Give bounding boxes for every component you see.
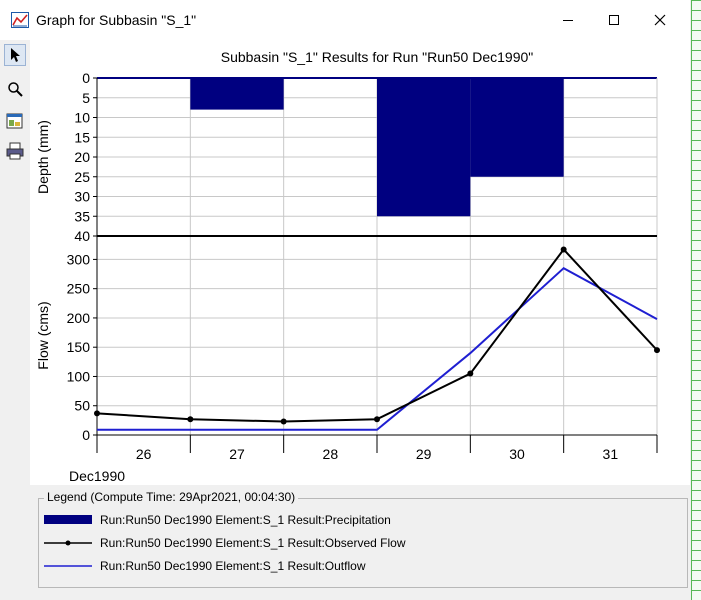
legend-box — [38, 498, 688, 588]
flow-axis-title: Flow (cms) — [35, 301, 51, 369]
results-chart: Subbasin "S_1" Results for Run "Run50 De… — [35, 49, 660, 484]
precip-tick-label: 15 — [74, 129, 90, 145]
precipitation-bar — [377, 78, 471, 217]
observed-flow-marker — [280, 418, 287, 425]
precip-tick-label: 30 — [74, 189, 90, 205]
background-grid — [691, 0, 701, 600]
legend-label-observed-flow: Run:Run50 Dec1990 Element:S_1 Result:Obs… — [100, 536, 406, 550]
observed-flow-marker — [187, 416, 194, 423]
precip-tick-label: 25 — [74, 169, 90, 185]
pointer-tool-button[interactable] — [4, 44, 26, 66]
minimize-button[interactable] — [545, 0, 591, 40]
precipitation-bar — [470, 78, 564, 177]
x-tick-label: 26 — [136, 446, 152, 462]
title-bar[interactable]: Graph for Subbasin "S_1" — [0, 0, 690, 40]
zoom-icon — [8, 82, 23, 97]
print-tool-button[interactable] — [4, 140, 26, 162]
observed-flow-marker — [374, 416, 380, 423]
graph-app-icon — [11, 12, 29, 28]
precipitation-bar — [190, 78, 284, 110]
observed-flow-marker — [654, 347, 660, 354]
observed-flow-marker — [467, 370, 474, 377]
x-tick-label: 30 — [509, 446, 525, 462]
precip-tick-label: 20 — [74, 149, 90, 165]
observed-flow-marker — [94, 410, 100, 417]
graph-toolbar — [0, 40, 30, 170]
flow-tick-label: 150 — [67, 339, 91, 355]
legend-title: Legend (Compute Time: 29Apr2021, 00:04:3… — [44, 490, 299, 504]
chart-title: Subbasin "S_1" Results for Run "Run50 De… — [221, 49, 534, 65]
x-axis-title: Dec1990 — [69, 468, 125, 484]
precip-tick-label: 40 — [74, 228, 90, 244]
properties-tool-button[interactable] — [4, 110, 26, 132]
x-tick-label: 29 — [416, 446, 432, 462]
flow-tick-label: 100 — [67, 368, 91, 384]
flow-tick-label: 0 — [82, 427, 90, 443]
legend-item-precipitation: Run:Run50 Dec1990 Element:S_1 Result:Pre… — [44, 512, 391, 528]
chart-panel: Subbasin "S_1" Results for Run "Run50 De… — [30, 40, 690, 485]
minimize-icon — [563, 20, 573, 21]
maximize-button[interactable] — [591, 0, 637, 40]
properties-icon — [6, 113, 23, 129]
legend-label-outflow: Run:Run50 Dec1990 Element:S_1 Result:Out… — [100, 559, 366, 573]
maximize-icon — [609, 15, 619, 25]
x-tick-label: 27 — [229, 446, 245, 462]
legend-swatch-precipitation — [44, 515, 92, 524]
flow-tick-label: 200 — [67, 310, 91, 326]
precip-tick-label: 35 — [74, 208, 90, 224]
legend-item-observed-flow: Run:Run50 Dec1990 Element:S_1 Result:Obs… — [44, 535, 406, 551]
precip-tick-label: 10 — [74, 110, 90, 126]
window-title: Graph for Subbasin "S_1" — [36, 12, 197, 28]
observed-flow-marker — [560, 246, 567, 253]
flow-tick-label: 250 — [67, 281, 91, 297]
outflow-line — [97, 266, 658, 431]
legend-swatch-outflow — [44, 565, 92, 567]
zoom-tool-button[interactable] — [4, 78, 26, 100]
flow-tick-label: 300 — [67, 251, 91, 267]
precip-tick-label: 5 — [82, 90, 90, 106]
legend-item-outflow: Run:Run50 Dec1990 Element:S_1 Result:Out… — [44, 558, 365, 574]
pointer-icon — [11, 48, 20, 62]
legend-label-precipitation: Run:Run50 Dec1990 Element:S_1 Result:Pre… — [100, 513, 391, 527]
precip-tick-label: 0 — [82, 70, 90, 86]
close-icon — [654, 14, 666, 26]
close-button[interactable] — [637, 0, 683, 40]
legend-swatch-observed-flow — [44, 540, 92, 546]
x-tick-label: 31 — [603, 446, 619, 462]
print-icon — [6, 142, 24, 160]
x-tick-label: 28 — [323, 446, 339, 462]
flow-tick-label: 50 — [74, 398, 90, 414]
precip-axis-title: Depth (mm) — [35, 120, 51, 194]
